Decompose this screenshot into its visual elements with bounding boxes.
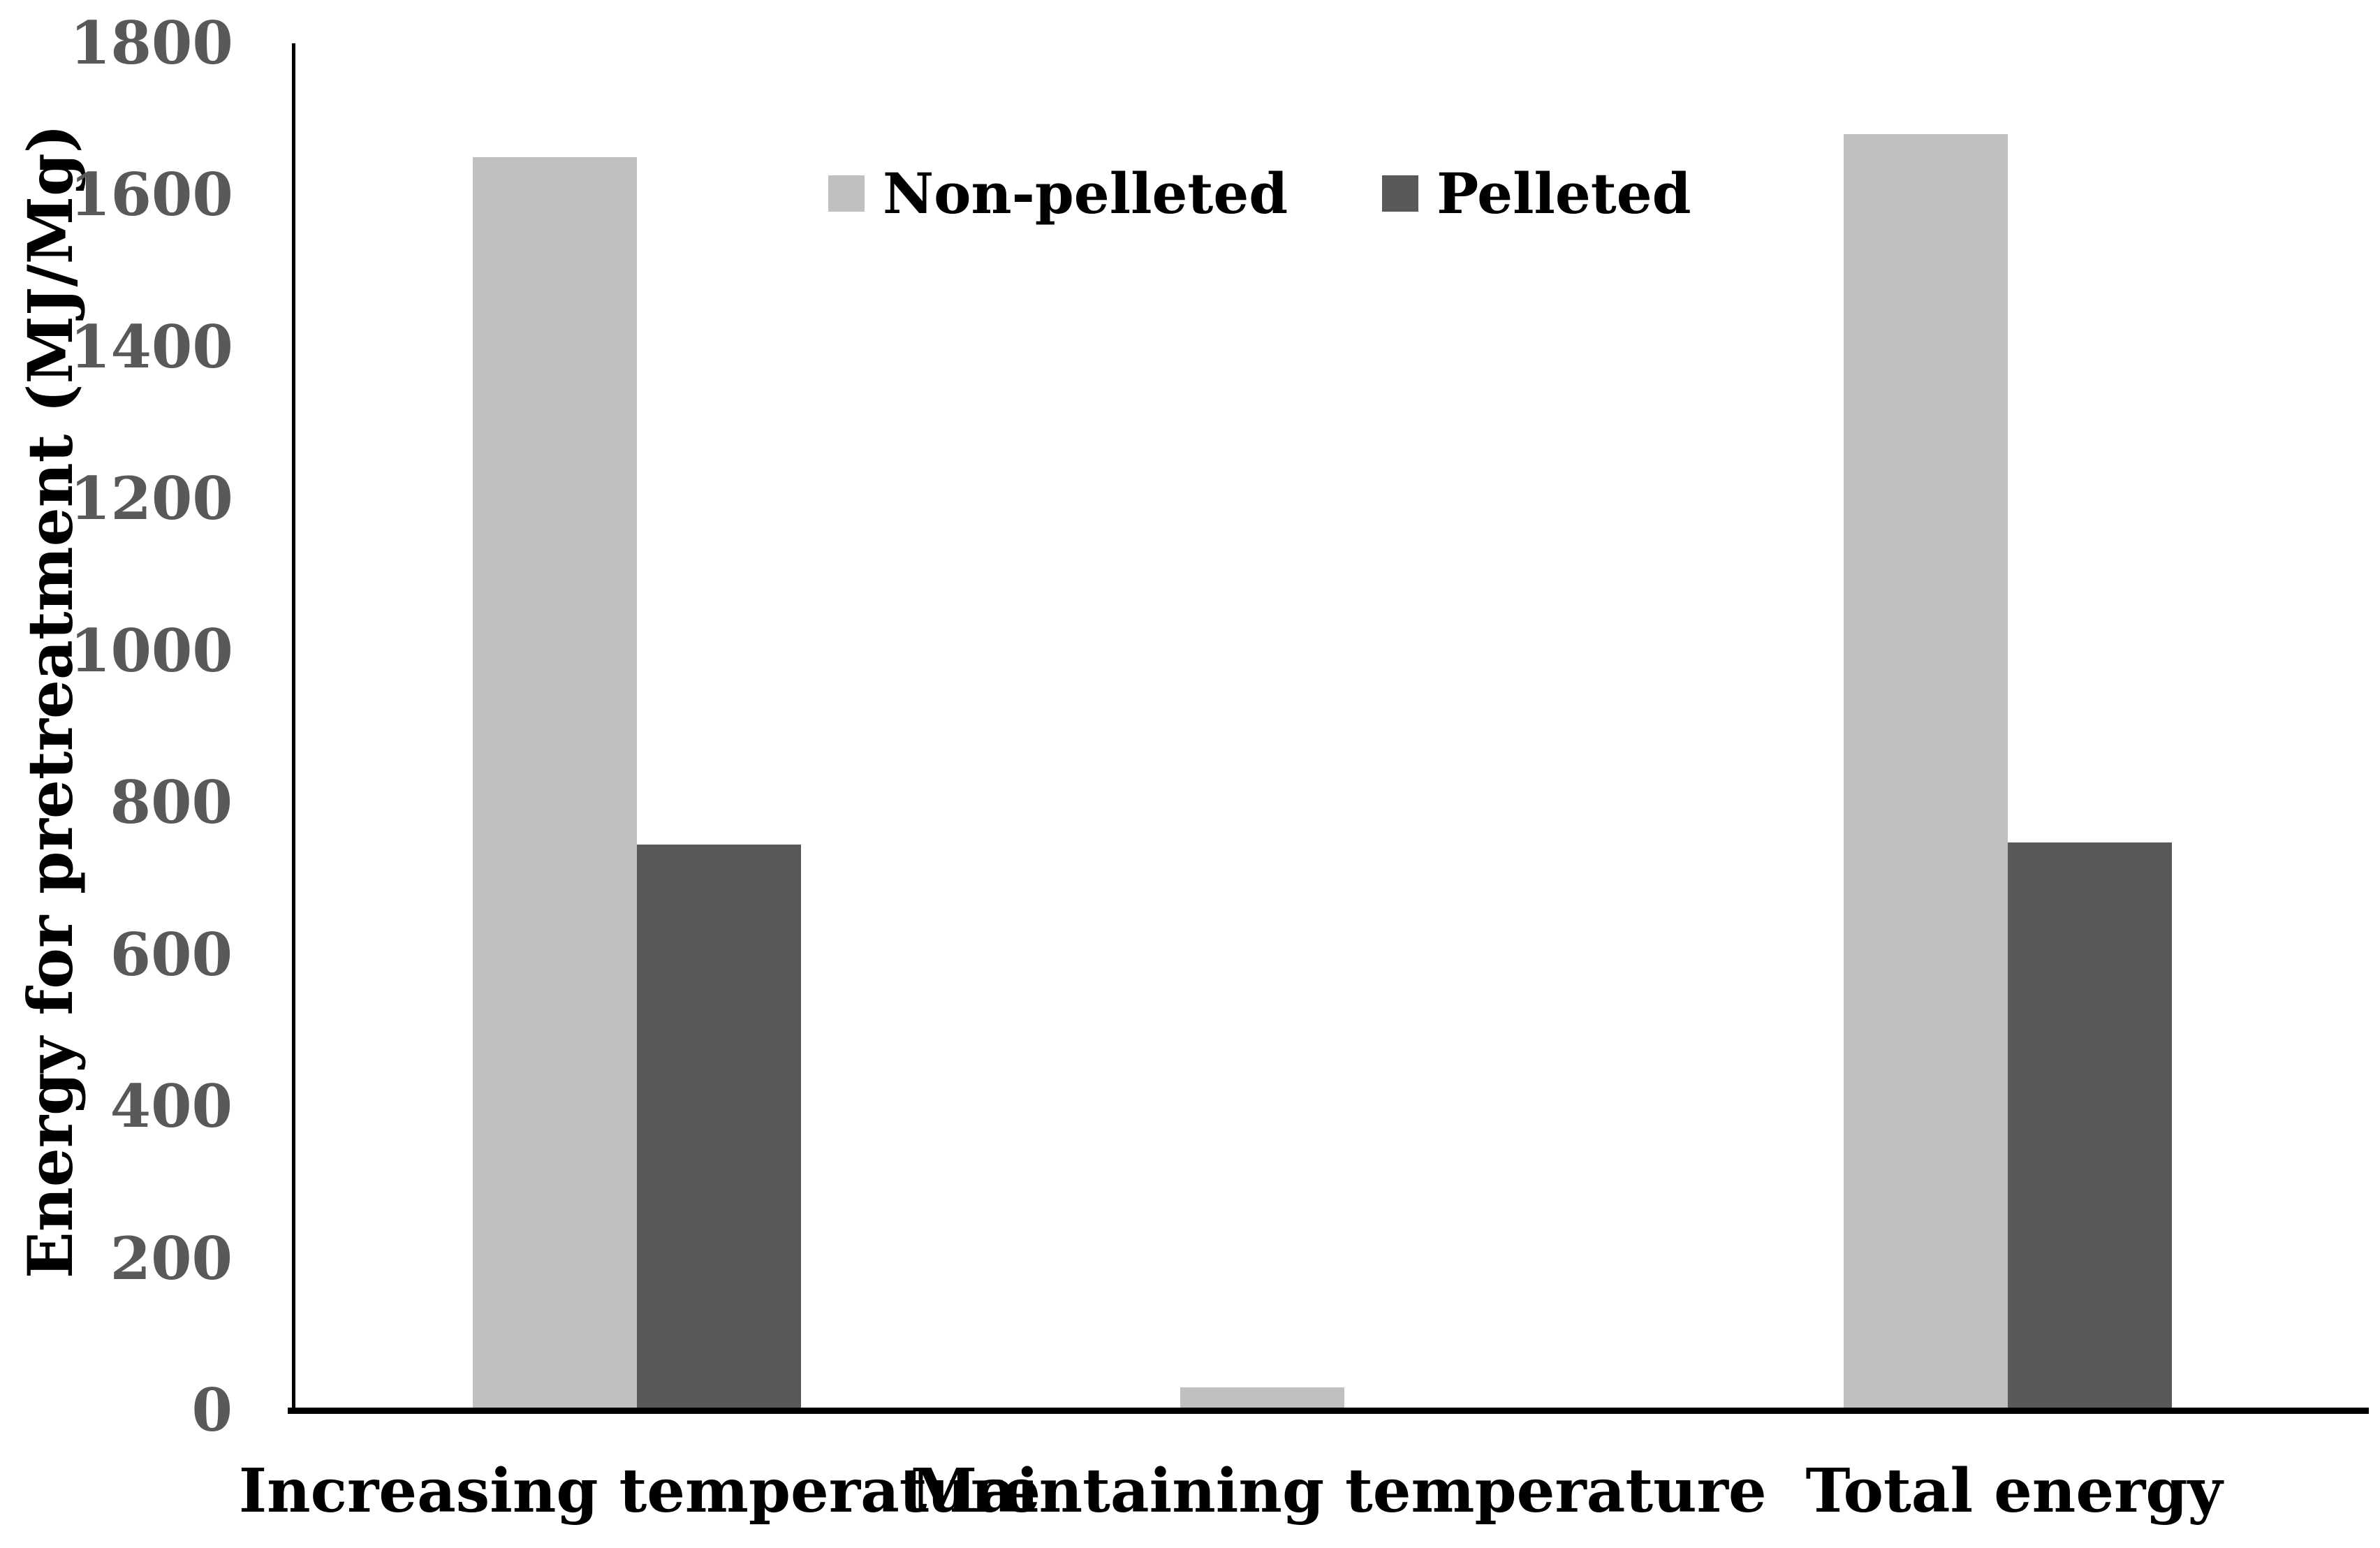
legend-swatch-icon [828, 175, 865, 212]
legend-item-non-pelleted: Non-pelleted [828, 166, 1288, 221]
y-tick-label-1800: 1800 [70, 8, 233, 78]
legend-swatch-icon [1382, 175, 1419, 212]
bar-pelleted-group-2 [2008, 842, 2172, 1410]
y-tick-label-1600: 1600 [70, 160, 233, 230]
x-axis-line [288, 1408, 2369, 1414]
bar-non-pelleted-group-0 [473, 157, 637, 1410]
category-label-1: Maintaining temperature [911, 1456, 1767, 1526]
legend-label: Pelleted [1437, 161, 1691, 226]
legend-label: Non-pelleted [883, 161, 1288, 226]
bar-non-pelleted-group-2 [1844, 134, 2008, 1410]
legend: Non-pelleted Pelleted [828, 162, 1691, 225]
y-axis-line [292, 43, 295, 1413]
y-tick-label-1000: 1000 [70, 615, 233, 685]
bar-pelleted-group-0 [637, 845, 801, 1410]
y-tick-label-1200: 1200 [70, 464, 233, 534]
category-label-2: Total energy [1805, 1456, 2223, 1526]
y-axis-title: Energy for pretreatment (MJ/Mg) [14, 124, 87, 1279]
y-tick-label-200: 200 [110, 1223, 233, 1293]
bar-non-pelleted-group-1 [1180, 1387, 1344, 1410]
legend-item-pelleted: Pelleted [1382, 166, 1691, 221]
y-tick-label-800: 800 [110, 768, 233, 838]
y-tick-label-600: 600 [110, 919, 233, 989]
y-tick-label-400: 400 [110, 1072, 233, 1141]
y-tick-label-1400: 1400 [70, 312, 233, 381]
y-tick-label-0: 0 [191, 1375, 233, 1445]
category-label-0: Increasing temperature [238, 1456, 1041, 1526]
